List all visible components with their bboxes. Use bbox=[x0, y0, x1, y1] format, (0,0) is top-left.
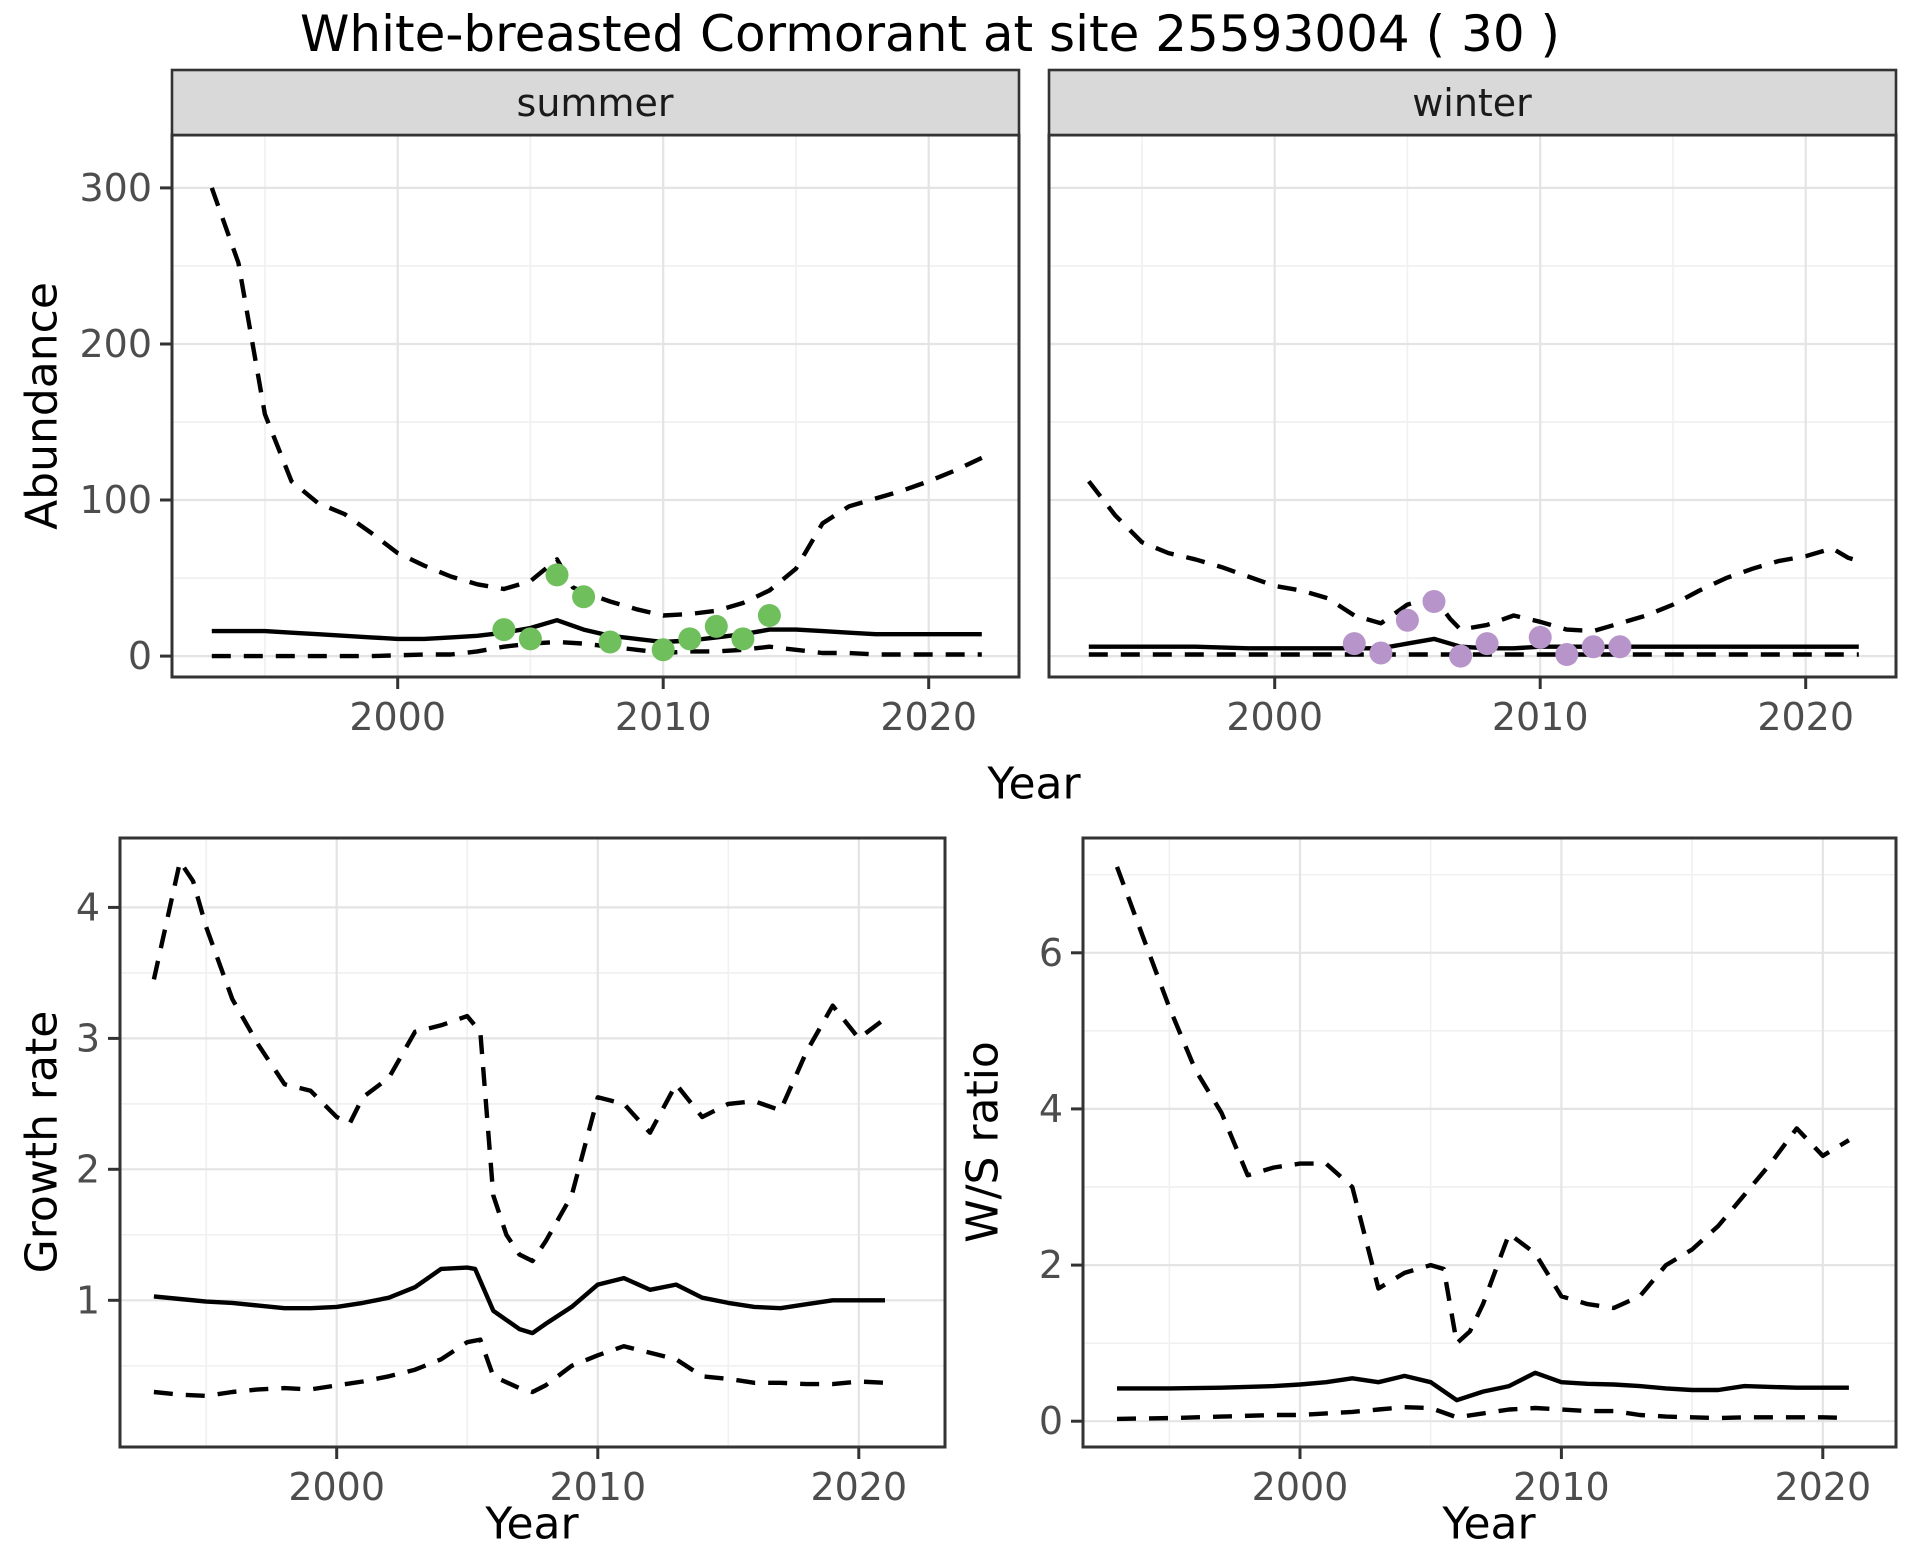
observation-point bbox=[731, 627, 755, 651]
panel-border bbox=[118, 836, 947, 1449]
median-line bbox=[1117, 1370, 1849, 1403]
observation-point bbox=[492, 618, 516, 642]
panel-background bbox=[1083, 838, 1896, 1447]
x-tick-label: 2020 bbox=[1757, 695, 1854, 739]
observation-point bbox=[1369, 641, 1393, 665]
y-tick-label: 4 bbox=[76, 885, 100, 929]
lower-ci-line bbox=[153, 1337, 886, 1399]
facet-strip-label-summer: summer bbox=[516, 81, 674, 125]
y-tick-label: 4 bbox=[1039, 1087, 1063, 1131]
facet-strip-label-winter: winter bbox=[1412, 81, 1532, 125]
x-tick-label: 2000 bbox=[1252, 1465, 1349, 1509]
observation-point bbox=[518, 627, 542, 651]
y-tick-label: 300 bbox=[79, 166, 152, 210]
x-axis-title-year-bottom-left: Year bbox=[485, 1498, 579, 1550]
observation-point bbox=[678, 627, 702, 651]
observation-point bbox=[757, 604, 781, 627]
facet-strip bbox=[170, 68, 1021, 137]
panel-abundance-winter: 2000 2010 2020 bbox=[1047, 68, 1898, 739]
observation-point bbox=[598, 630, 622, 654]
x-tick-label: 2000 bbox=[349, 695, 446, 739]
x-tick-label: 2010 bbox=[615, 695, 712, 739]
x-tick-label: 2020 bbox=[810, 1465, 907, 1509]
y-tick-label: 3 bbox=[76, 1016, 100, 1060]
upper-ci-line bbox=[151, 859, 887, 1264]
observation-point bbox=[1528, 625, 1552, 649]
y-axis-title-ws-ratio: W/S ratio bbox=[957, 1041, 1009, 1243]
observation-point bbox=[1395, 608, 1419, 632]
x-tick-label: 2010 bbox=[1513, 1465, 1610, 1509]
median-line bbox=[211, 618, 982, 645]
y-tick-label: 100 bbox=[79, 478, 152, 522]
observation-point bbox=[545, 563, 569, 587]
median-line bbox=[153, 1265, 885, 1336]
y-tick-label: 0 bbox=[128, 634, 152, 678]
panel-abundance-summer: 2000 2010 2020 0 100 200 300 bbox=[79, 68, 1021, 739]
y-tick-label: 2 bbox=[1039, 1243, 1063, 1287]
x-tick-label: 2000 bbox=[288, 1465, 385, 1509]
upper-ci-line bbox=[1087, 479, 1860, 634]
panel-background bbox=[120, 838, 945, 1447]
y-axis-title-abundance: Abundance bbox=[16, 282, 68, 530]
y-tick-label: 6 bbox=[1039, 931, 1063, 975]
x-tick-label: 2000 bbox=[1226, 695, 1323, 739]
y-tick-label: 0 bbox=[1039, 1399, 1063, 1443]
panel-ws-ratio: 2000 2010 2020 0 2 4 6 bbox=[1039, 836, 1898, 1509]
observation-point bbox=[1342, 632, 1366, 656]
panel-border bbox=[1081, 836, 1898, 1449]
x-axis-title-year-bottom-right: Year bbox=[1442, 1498, 1536, 1550]
panel-growth-rate: 2000 2010 2020 1 2 3 4 bbox=[76, 836, 947, 1509]
observation-point bbox=[1422, 590, 1446, 613]
x-tick-label: 2020 bbox=[1774, 1465, 1871, 1509]
upper-ci-line bbox=[1114, 866, 1851, 1346]
x-tick-label: 2020 bbox=[880, 695, 977, 739]
observation-point bbox=[1449, 644, 1473, 668]
observation-point bbox=[704, 614, 728, 638]
x-tick-label: 2010 bbox=[1492, 695, 1589, 739]
panel-background bbox=[172, 135, 1019, 677]
plot-title: White-breasted Cormorant at site 2559300… bbox=[299, 5, 1561, 63]
y-tick-label: 1 bbox=[76, 1278, 100, 1322]
observation-point bbox=[572, 585, 596, 609]
observation-point bbox=[1555, 643, 1579, 666]
observation-point bbox=[1581, 635, 1605, 659]
observation-point bbox=[651, 638, 675, 662]
lower-ci-line bbox=[1116, 1404, 1849, 1422]
y-tick-label: 200 bbox=[79, 322, 152, 366]
y-axis-title-growth-rate: Growth rate bbox=[16, 1010, 68, 1274]
facet-strip bbox=[1047, 68, 1898, 137]
observation-point bbox=[1475, 632, 1499, 656]
x-axis-title-year-top: Year bbox=[987, 758, 1081, 810]
x-tick-label: 2010 bbox=[549, 1465, 646, 1509]
y-tick-label: 2 bbox=[76, 1147, 100, 1191]
observation-point bbox=[1608, 635, 1632, 659]
panel-background bbox=[1049, 135, 1896, 677]
